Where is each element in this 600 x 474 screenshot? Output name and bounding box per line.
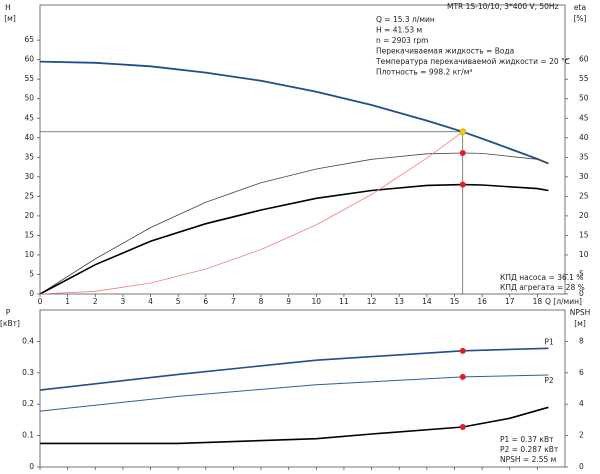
- operating-point: [459, 150, 466, 157]
- operating-point: [459, 181, 466, 188]
- y2-tick-label: 8: [579, 336, 584, 345]
- curve: [39, 60, 549, 165]
- y-tick-label: 0: [29, 289, 34, 298]
- y2-tick-label: 50: [579, 94, 589, 103]
- x-tick-label: 16: [477, 297, 487, 306]
- y-tick-label: 0.1: [22, 431, 34, 440]
- y2-label: eta: [574, 3, 586, 12]
- x-tick-label: 18: [533, 297, 543, 306]
- y2-tick-label: 4: [579, 399, 584, 408]
- note: NPSH = 2.55 м: [500, 455, 556, 464]
- y2-tick-label: 45: [579, 113, 589, 122]
- curve: [39, 131, 464, 295]
- curve: [39, 347, 549, 391]
- y-tick-label: 15: [24, 230, 34, 239]
- x-tick-label: 9: [286, 297, 291, 306]
- x-tick-label: 7: [231, 297, 236, 306]
- y2-tick-label: 2: [579, 431, 584, 440]
- x-tick-label: 13: [394, 297, 404, 306]
- y-tick-label: 0.4: [22, 336, 34, 345]
- curve: [40, 406, 549, 445]
- x-tick-label: 15: [450, 297, 460, 306]
- note: КПД агрегата = 28 %: [500, 283, 585, 292]
- y2-label-unit: [м]: [574, 319, 586, 328]
- y2-tick-label: 0: [579, 289, 584, 298]
- y2-tick-label: 15: [579, 230, 589, 239]
- x-tick-label: 3: [121, 297, 126, 306]
- annotation: Плотность = 998.2 кг/м³: [376, 68, 472, 77]
- x-tick-label: 17: [505, 297, 515, 306]
- y2-tick-label: 6: [579, 368, 584, 377]
- y-tick-label: 65: [24, 35, 34, 44]
- y-tick-label: 30: [24, 172, 34, 181]
- y2-label-unit: [%]: [574, 14, 587, 23]
- x-label: Q [л/мин]: [545, 297, 582, 306]
- x-tick-label: 11: [339, 297, 349, 306]
- x-tick-label: 2: [93, 297, 98, 306]
- curve: [39, 183, 549, 295]
- y2-tick-label: 60: [579, 55, 589, 64]
- y-tick-label: 0.3: [22, 368, 34, 377]
- x-tick-label: 14: [422, 297, 432, 306]
- note: P2 = 0.287 кВт: [500, 445, 559, 454]
- plot-frame: [39, 309, 566, 468]
- y2-tick-label: 10: [579, 250, 589, 259]
- operating-point: [459, 373, 466, 380]
- y2-label: NPSH: [570, 308, 591, 317]
- x-tick-label: 0: [38, 297, 43, 306]
- annotation: Q = 15.3 л/мин: [376, 15, 435, 24]
- y-tick-label: 50: [24, 94, 34, 103]
- x-tick-label: 12: [367, 297, 377, 306]
- y-tick-label: 45: [24, 113, 34, 122]
- annotation: Температура перекачиваемой жидкости = 20…: [375, 57, 570, 66]
- y2-tick-label: 25: [579, 191, 589, 200]
- series-label: P1: [544, 337, 554, 346]
- y-label-unit: [кВт]: [0, 319, 20, 328]
- y-tick-label: 0: [29, 462, 34, 471]
- x-tick-label: 10: [312, 297, 322, 306]
- x-tick-label: 1: [65, 297, 70, 306]
- note: КПД насоса = 36.1 %: [500, 273, 583, 282]
- y2-tick-label: 20: [579, 211, 589, 220]
- y-tick-label: 25: [24, 191, 34, 200]
- plot-frame: [39, 4, 566, 295]
- annotation: Перекачиваемая жидкость = Вода: [376, 47, 514, 56]
- note: P1 = 0.37 кВт: [500, 435, 554, 444]
- y-label: H: [5, 3, 11, 12]
- y2-tick-label: 5: [579, 269, 584, 278]
- y-tick-label: 60: [24, 55, 34, 64]
- x-tick-label: 4: [148, 297, 153, 306]
- y-tick-label: 55: [24, 74, 34, 83]
- y2-tick-label: 40: [579, 133, 589, 142]
- y-tick-label: 35: [24, 152, 34, 161]
- operating-point: [459, 128, 467, 136]
- y2-tick-label: 55: [579, 74, 589, 83]
- y-tick-label: 20: [24, 211, 34, 220]
- y-tick-label: 40: [24, 133, 34, 142]
- operating-point: [459, 423, 466, 430]
- y-label: P: [6, 308, 11, 317]
- chart-title: MTR 1S-10/10, 3*400 V, 50Hz: [447, 2, 559, 11]
- y2-tick-label: 0: [579, 462, 584, 471]
- y-tick-label: 5: [29, 269, 34, 278]
- x-tick-label: 6: [203, 297, 208, 306]
- annotation: H = 41.53 м: [376, 26, 422, 35]
- y-tick-label: 10: [24, 250, 34, 259]
- curve: [39, 152, 549, 295]
- x-tick-label: 5: [176, 297, 181, 306]
- series-label: P2: [544, 376, 554, 385]
- annotation: n = 2903 rpm: [376, 36, 428, 45]
- y2-tick-label: 30: [579, 172, 589, 181]
- x-tick-label: 8: [259, 297, 264, 306]
- curve: [39, 374, 549, 412]
- y-label-unit: [м]: [4, 14, 16, 23]
- y-tick-label: 0.2: [22, 399, 34, 408]
- operating-point: [459, 347, 466, 354]
- y2-tick-label: 35: [579, 152, 589, 161]
